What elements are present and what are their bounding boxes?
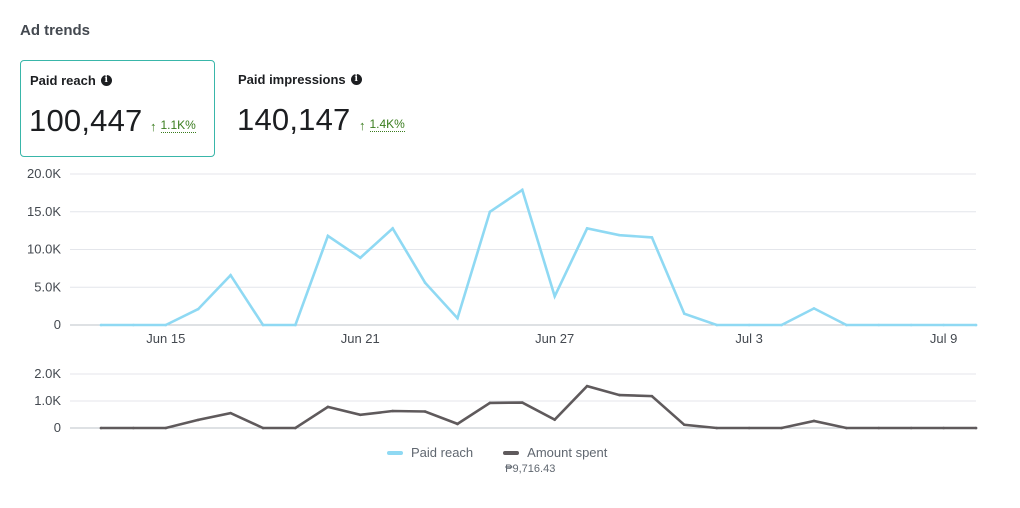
series-line-spent bbox=[99, 384, 978, 430]
data-point-spent bbox=[196, 418, 200, 422]
arrow-up-icon: ↑ bbox=[150, 118, 157, 134]
y-tick-label: 2.0K bbox=[34, 366, 61, 381]
data-point-reach bbox=[456, 316, 459, 320]
metric-change: ↑ 1.1K% bbox=[150, 119, 196, 133]
data-point-spent bbox=[520, 401, 524, 404]
data-point-reach bbox=[261, 323, 265, 327]
y-tick-label: 0 bbox=[54, 317, 61, 332]
legend-text-block: Amount spent ₱9,716.43 bbox=[505, 445, 608, 475]
metric-label-row: Paid impressions i bbox=[238, 72, 362, 87]
y-tick-label: 15.0K bbox=[27, 204, 61, 219]
data-point-reach bbox=[909, 323, 913, 327]
data-point-spent bbox=[326, 405, 330, 409]
legend-item-paid-reach[interactable]: Paid reach bbox=[387, 445, 473, 475]
data-point-reach bbox=[196, 307, 200, 311]
data-point-reach bbox=[974, 323, 978, 327]
y-tick-label: 0 bbox=[54, 420, 61, 435]
data-point-reach bbox=[618, 233, 621, 237]
metric-value: 140,147 bbox=[237, 102, 351, 137]
data-point-spent bbox=[650, 394, 654, 398]
data-point-reach bbox=[294, 323, 297, 327]
data-point-reach bbox=[520, 188, 524, 192]
data-point-reach bbox=[683, 312, 686, 315]
data-point-spent bbox=[488, 401, 492, 405]
data-point-spent bbox=[585, 384, 589, 388]
data-point-reach bbox=[423, 281, 427, 285]
metric-label: Paid impressions bbox=[238, 72, 346, 87]
info-icon[interactable]: i bbox=[100, 75, 112, 86]
metric-value: 100,447 bbox=[29, 103, 143, 138]
x-tick-label: Jul 3 bbox=[735, 331, 762, 346]
x-tick-label: Jun 27 bbox=[535, 331, 574, 346]
data-point-spent bbox=[877, 426, 881, 430]
data-point-reach bbox=[358, 256, 362, 260]
amount-spent-total: ₱9,716.43 bbox=[505, 463, 556, 475]
change-percent[interactable]: 1.1K% bbox=[160, 118, 196, 133]
data-point-reach bbox=[391, 227, 394, 230]
y-tick-label: 20.0K bbox=[27, 166, 61, 181]
legend-label: Amount spent bbox=[527, 445, 608, 460]
data-point-spent bbox=[456, 422, 459, 426]
data-point-reach bbox=[553, 295, 557, 298]
data-point-reach bbox=[845, 323, 848, 327]
data-point-reach bbox=[326, 234, 330, 238]
data-point-spent bbox=[747, 426, 751, 430]
data-point-spent bbox=[358, 413, 362, 417]
x-tick-label: Jul 9 bbox=[930, 331, 957, 346]
data-point-spent bbox=[99, 426, 103, 430]
data-point-reach bbox=[715, 323, 719, 327]
data-point-spent bbox=[164, 426, 168, 430]
series-line-reach bbox=[99, 187, 978, 327]
data-point-reach bbox=[650, 236, 654, 239]
data-point-spent bbox=[715, 426, 719, 430]
data-point-reach bbox=[585, 227, 589, 230]
data-point-spent bbox=[942, 426, 945, 430]
y-tick-label: 10.0K bbox=[27, 242, 61, 257]
metric-card-paid-impressions[interactable]: Paid impressions i 140,147 ↑ 1.4K% bbox=[229, 60, 459, 157]
chart-legend: Paid reach Amount spent ₱9,716.43 bbox=[387, 445, 607, 475]
arrow-up-icon: ↑ bbox=[359, 117, 366, 133]
legend-swatch-reach bbox=[387, 451, 403, 455]
data-point-spent bbox=[391, 409, 394, 413]
y-tick-label: 1.0K bbox=[34, 393, 61, 408]
metric-label-row: Paid reach i bbox=[30, 73, 112, 88]
data-point-reach bbox=[229, 273, 232, 277]
x-tick-label: Jun 21 bbox=[341, 331, 380, 346]
legend-swatch-spent bbox=[503, 451, 520, 455]
data-point-reach bbox=[812, 307, 816, 310]
data-point-spent bbox=[812, 419, 816, 423]
data-point-spent bbox=[909, 426, 913, 430]
data-point-reach bbox=[942, 323, 945, 327]
data-point-spent bbox=[845, 426, 848, 430]
data-point-spent bbox=[974, 426, 978, 430]
data-point-spent bbox=[261, 426, 265, 430]
data-point-reach bbox=[877, 323, 881, 327]
data-point-spent bbox=[553, 418, 557, 421]
data-point-reach bbox=[488, 210, 492, 214]
data-point-reach bbox=[99, 323, 103, 327]
legend-label: Paid reach bbox=[411, 445, 474, 460]
data-point-spent bbox=[780, 426, 783, 430]
data-point-reach bbox=[747, 323, 751, 327]
data-point-spent bbox=[132, 426, 135, 430]
metric-card-paid-reach[interactable]: Paid reach i 100,447 ↑ 1.1K% bbox=[20, 60, 215, 157]
data-point-reach bbox=[132, 323, 135, 327]
data-point-spent bbox=[294, 426, 297, 430]
x-tick-label: Jun 15 bbox=[146, 331, 185, 346]
legend-item-amount-spent[interactable]: Amount spent ₱9,716.43 bbox=[503, 445, 607, 475]
data-point-reach bbox=[780, 323, 783, 327]
metric-label: Paid reach bbox=[30, 73, 96, 88]
data-point-reach bbox=[164, 323, 168, 327]
change-percent[interactable]: 1.4K% bbox=[369, 117, 405, 132]
y-tick-label: 5.0K bbox=[34, 279, 61, 294]
data-point-spent bbox=[229, 411, 232, 415]
data-point-spent bbox=[618, 393, 621, 397]
info-icon[interactable]: i bbox=[350, 74, 362, 85]
page-title: Ad trends bbox=[20, 22, 91, 39]
data-point-spent bbox=[683, 423, 686, 427]
data-point-spent bbox=[423, 410, 427, 413]
metric-change: ↑ 1.4K% bbox=[359, 118, 405, 132]
